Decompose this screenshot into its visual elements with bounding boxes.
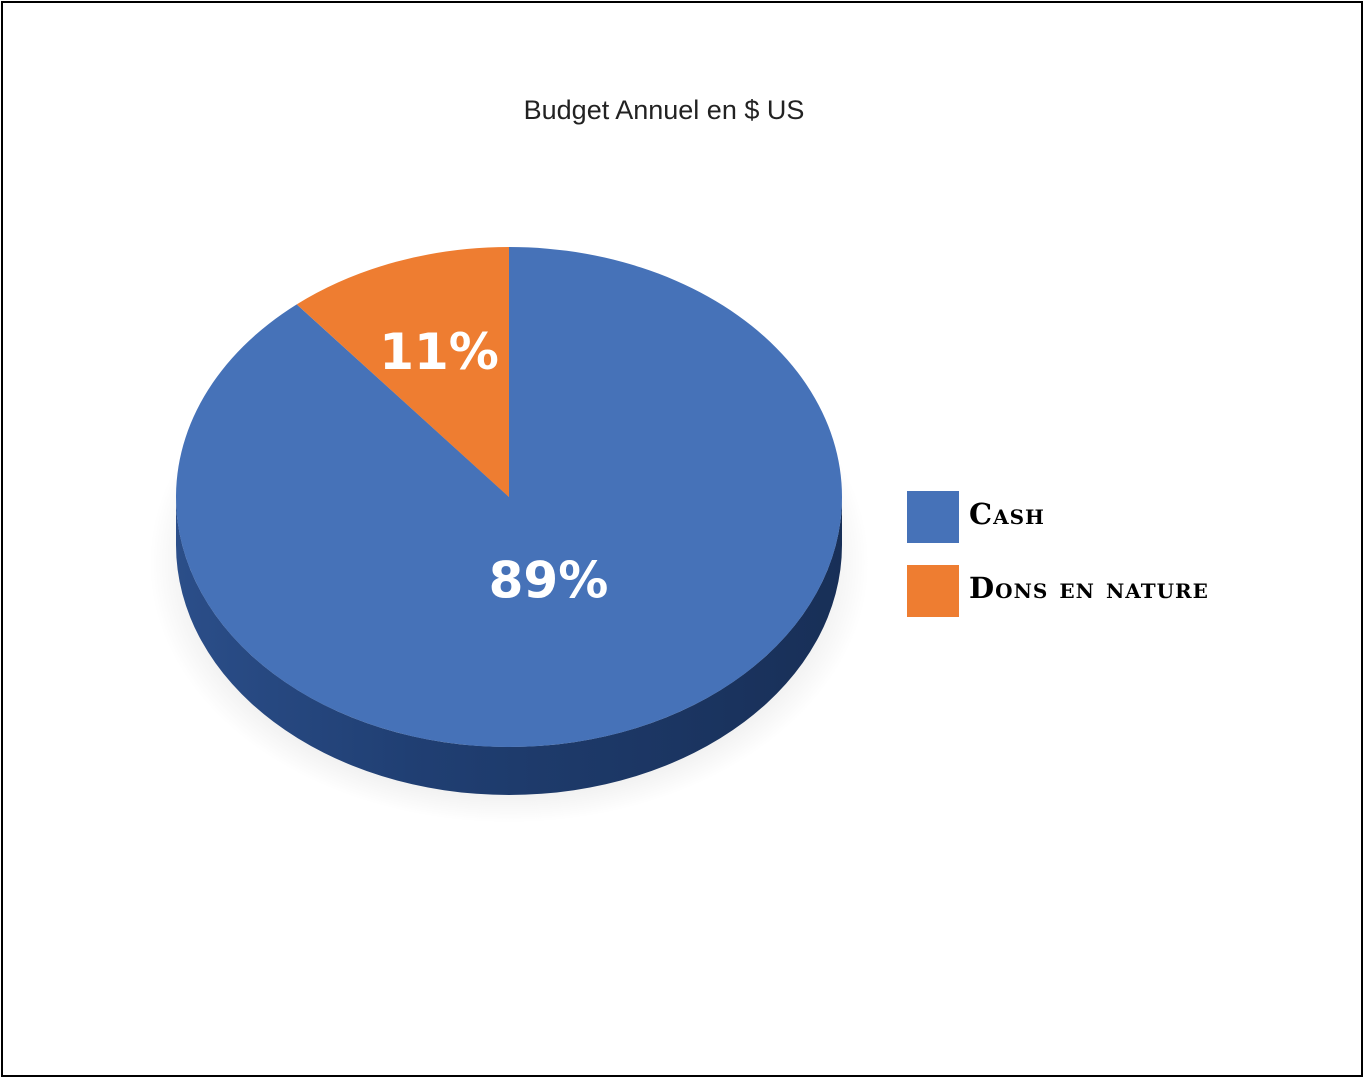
legend-label-dons-en-nature: Dons en nature bbox=[969, 571, 1209, 605]
pie-chart: 89% 11% bbox=[149, 247, 869, 823]
pie-slice-cash bbox=[176, 247, 843, 747]
legend-swatch-dons-en-nature bbox=[907, 565, 959, 617]
slice-label-dons-en-nature: 11% bbox=[379, 323, 499, 381]
pie-side-cash bbox=[176, 497, 842, 795]
chart-title: Budget Annuel en $ US bbox=[523, 95, 805, 125]
slice-label-cash: 89% bbox=[489, 551, 609, 609]
legend-swatch-cash bbox=[907, 491, 959, 543]
pie-slice-dons-en-nature bbox=[296, 247, 509, 497]
legend-label-cash: Cash bbox=[969, 497, 1045, 531]
